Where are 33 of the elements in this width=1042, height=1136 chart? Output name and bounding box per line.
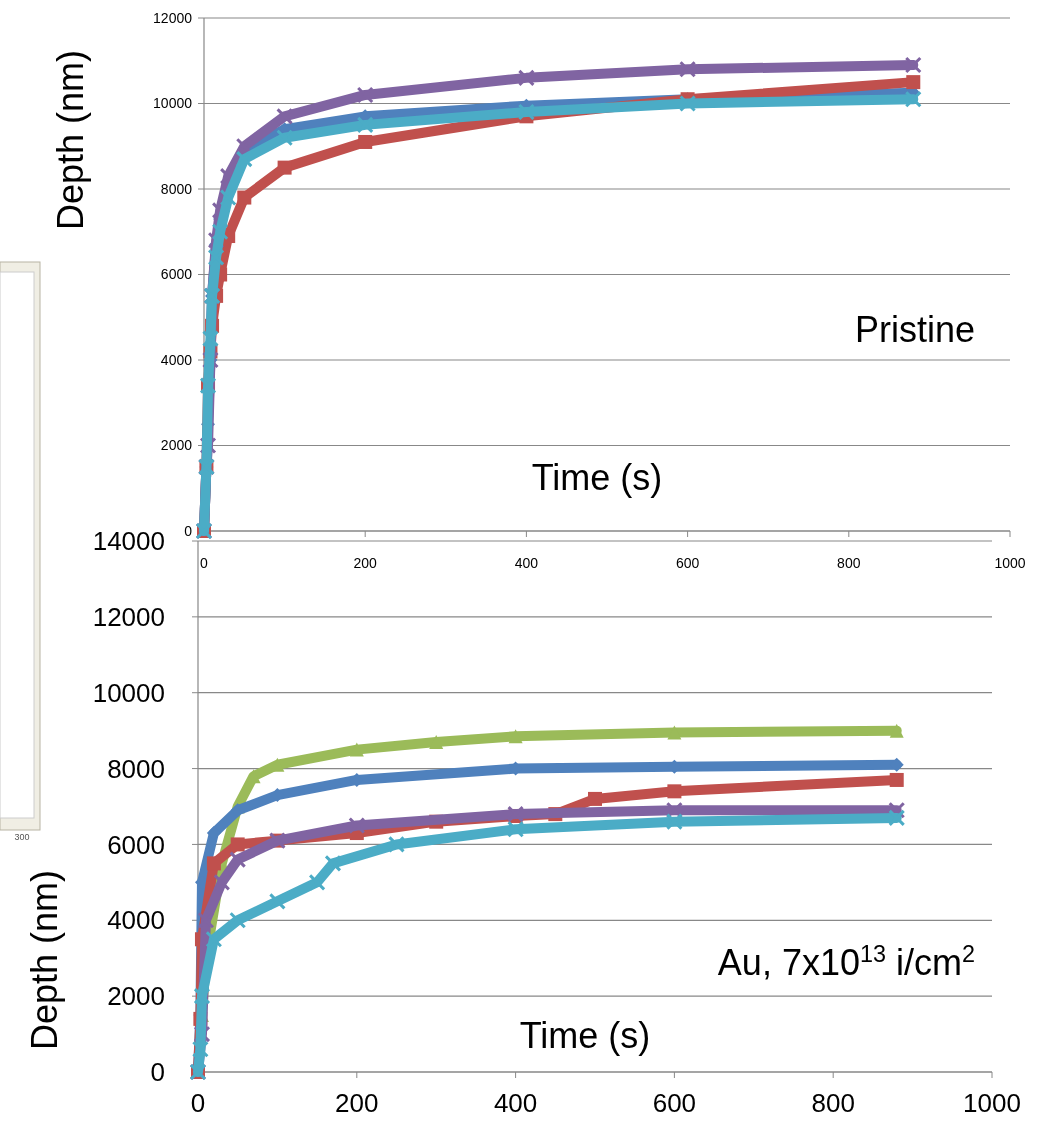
y-tick-label: 12000 [92, 601, 165, 632]
y-tick-label: 10000 [153, 95, 193, 112]
y-tick-label: 6000 [160, 266, 193, 283]
y-tick-label: 6000 [107, 829, 165, 860]
y-tick-label: 0 [150, 1057, 165, 1088]
x-axis-title: Time (s) [519, 1015, 651, 1056]
y-tick-label: 12000 [153, 9, 193, 26]
x-tick-label: 200 [353, 555, 378, 571]
x-tick-label: 200 [335, 1088, 379, 1118]
text: 300 [14, 832, 30, 842]
y-tick-label: 14000 [92, 526, 165, 557]
x-tick-label: 800 [811, 1088, 855, 1118]
y-axis-title: Depth (nm) [23, 869, 65, 1051]
x-axis-title: Time (s) [531, 457, 663, 498]
x-tick-label: 600 [675, 555, 700, 571]
y-tick-label: 10000 [92, 677, 165, 708]
y-tick-label: 4000 [160, 351, 193, 368]
y-axis-title: Depth (nm) [49, 49, 91, 231]
y-tick-label: 2000 [160, 437, 193, 454]
x-tick-label: 800 [837, 555, 861, 571]
y-tick-label: 8000 [160, 180, 193, 197]
x-tick-label: 400 [493, 1088, 538, 1118]
y-tick-label: 2000 [107, 981, 165, 1012]
x-tick-label: 1000 [994, 555, 1026, 571]
y-tick-label: 8000 [107, 753, 165, 784]
annotation: Pristine [854, 309, 975, 350]
y-tick-label: 0 [184, 522, 193, 539]
x-tick-label: 0 [200, 555, 209, 571]
x-tick-label: 400 [514, 555, 539, 571]
annotation: Au, 7x10$^{13}$ i/cm$^{2}$ [717, 941, 975, 983]
y-tick-label: 4000 [107, 905, 165, 936]
x-tick-label: 600 [652, 1088, 697, 1118]
x-tick-label: 1000 [963, 1088, 1021, 1118]
